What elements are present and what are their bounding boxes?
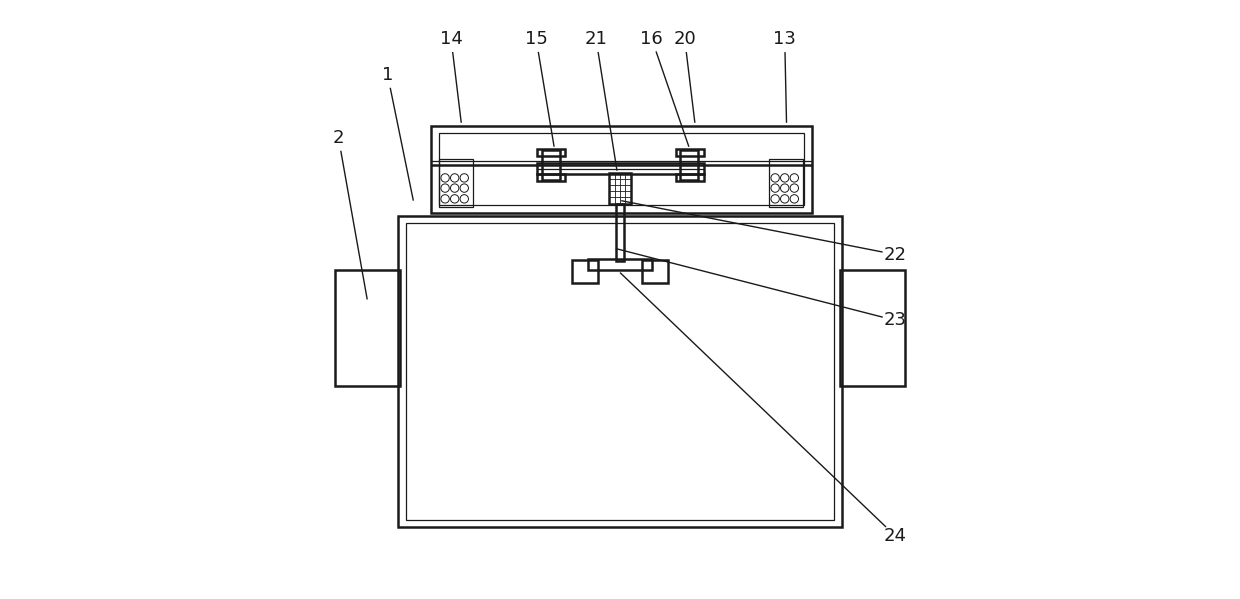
Text: 24: 24 [884, 527, 906, 545]
Bar [432, 126, 812, 213]
Text: 2: 2 [332, 129, 345, 147]
Bar [398, 216, 842, 527]
Bar [841, 270, 905, 386]
Bar [769, 159, 804, 207]
Bar [537, 149, 565, 156]
Bar [572, 260, 599, 283]
Text: 1: 1 [382, 66, 393, 84]
Bar [439, 133, 805, 205]
Bar [676, 149, 704, 156]
Bar [609, 173, 631, 204]
Bar [405, 223, 835, 520]
Text: 15: 15 [525, 30, 548, 48]
Text: 13: 13 [774, 30, 796, 48]
Text: 20: 20 [673, 30, 696, 48]
Bar [676, 174, 704, 181]
Text: 14: 14 [440, 30, 463, 48]
Bar [588, 259, 652, 270]
Bar [537, 163, 704, 174]
Bar [616, 204, 624, 261]
Bar [680, 150, 698, 180]
Text: 22: 22 [884, 246, 906, 264]
Bar [537, 174, 565, 181]
Bar [439, 159, 474, 207]
Text: 21: 21 [584, 30, 608, 48]
Text: 23: 23 [884, 311, 906, 329]
Text: 16: 16 [640, 30, 663, 48]
Bar [542, 150, 560, 180]
Bar [641, 260, 668, 283]
Bar [336, 270, 401, 386]
